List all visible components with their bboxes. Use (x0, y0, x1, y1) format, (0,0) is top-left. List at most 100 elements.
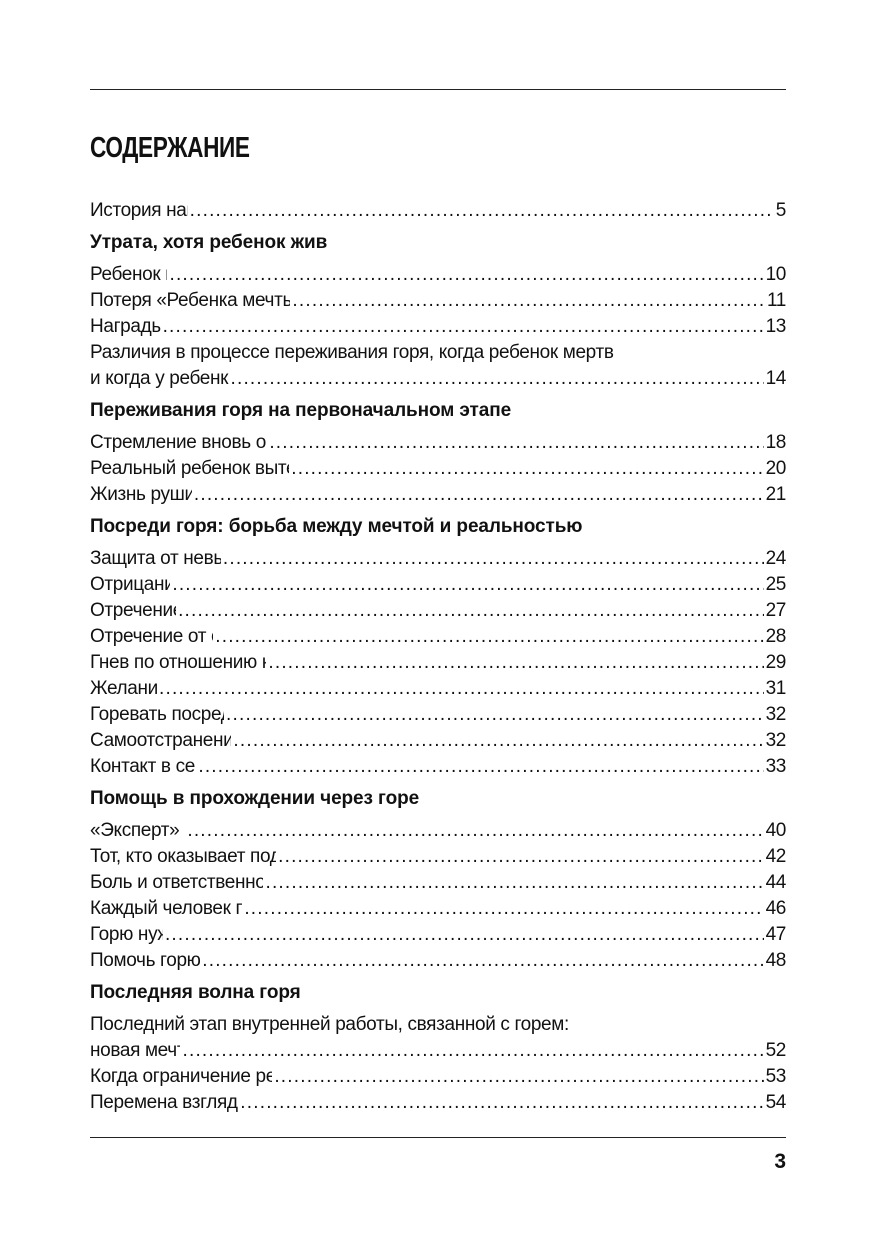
toc-entry-page: 27 (765, 600, 787, 621)
toc-entry-title: Горевать посредством кого-то другого (90, 704, 224, 725)
toc-entry-page: 14 (765, 368, 787, 389)
dot-leader (165, 922, 764, 948)
toc-entry: Ребенок как символ 10 (90, 262, 786, 288)
toc-entry-line: Различия в процессе переживания горя, ко… (90, 342, 614, 363)
toc-entry-page: 54 (765, 1092, 787, 1113)
toc-entry: Перемена взгляда на ребенка – принятие? 5… (90, 1090, 786, 1116)
toc-entry-page: 24 (765, 548, 787, 569)
toc-entry-title: Жизнь рушится: депрессия (90, 484, 192, 505)
toc-entry-title: Потеря «Ребенка мечты» – и рождение ребе… (90, 290, 291, 311)
toc-entry-page: 44 (765, 872, 787, 893)
toc-entry-title: Ребенок как символ (90, 264, 167, 285)
toc-entry-page: 10 (765, 264, 787, 285)
toc-entry: Горевать посредством кого-то другого 32 (90, 702, 786, 728)
toc-entry: История написания книги 5 (90, 198, 786, 224)
toc-entry-title: и когда у ребенка имеется ограничение (90, 368, 229, 389)
toc-entry-page: 25 (765, 574, 787, 595)
dot-leader (187, 818, 763, 844)
toc-entry: Отречение от собственных чувств 28 (90, 624, 786, 650)
toc-entry: Желание смерти 31 (90, 676, 786, 702)
dot-leader (190, 198, 774, 224)
dot-leader (215, 624, 763, 650)
dot-leader (226, 702, 764, 728)
toc-entry: Отрицание диагноза 25 (90, 572, 786, 598)
toc-entry: Награды не будет 13 (90, 314, 786, 340)
page-number: 3 (774, 1150, 786, 1173)
toc-entry: Потеря «Ребенка мечты» – и рождение ребе… (90, 288, 786, 314)
dot-leader (223, 546, 764, 572)
toc-entry-page: 48 (765, 950, 787, 971)
toc-entry-title: Тот, кто оказывает поддержку, имеет собс… (90, 846, 277, 867)
toc-entry-title: История написания книги (90, 200, 188, 221)
dot-leader (233, 728, 763, 754)
toc-entry-page: 18 (765, 432, 787, 453)
toc-entry-title: Реальный ребенок вытесняет «Ребенка мечт… (90, 458, 289, 479)
dot-leader (244, 896, 763, 922)
toc-entry: Контакт в семье нарушается 33 (90, 754, 786, 780)
toc-entry-title: Стремление вновь обрести «Ребенка мечты»… (90, 432, 267, 453)
toc-entry-title: Отречение от ребенка (90, 600, 177, 621)
toc-entry-page: 21 (765, 484, 787, 505)
toc-entry-title: новая мечта о будущем (90, 1040, 180, 1061)
toc-entry: Реальный ребенок вытесняет «Ребенка мечт… (90, 456, 786, 482)
toc-entry-page: 32 (765, 730, 787, 751)
table-of-contents: История написания книги 5 Утрата, хотя реб… (90, 198, 786, 1116)
toc-entry-title: Контакт в семье нарушается (90, 756, 196, 777)
dot-leader (172, 572, 763, 598)
toc-entry: Самоотстранение от окружающего мира 32 (90, 728, 786, 754)
toc-entry: Стремление вновь обрести «Ребенка мечты»… (90, 430, 786, 456)
toc-entry-page: 20 (765, 458, 787, 479)
dot-leader (240, 1090, 763, 1116)
toc-entry-title: Отречение от собственных чувств (90, 626, 213, 647)
toc-entry-title: Каждый человек переживает горе по-своему (90, 898, 243, 919)
toc-entry: и когда у ребенка имеется ограничение 14 (90, 366, 786, 392)
toc-entry-page: 33 (765, 756, 787, 777)
toc-entry-title: Перемена взгляда на ребенка – принятие? (90, 1092, 238, 1113)
toc-entry-page: 52 (765, 1040, 787, 1061)
toc-entry: Каждый человек переживает горе по-своему… (90, 896, 786, 922)
toc-entry-line: Последний этап внутренней работы, связан… (90, 1014, 569, 1035)
toc-entry-page: 5 (775, 200, 787, 221)
toc-section-heading: Утрата, хотя ребенок жив (90, 232, 328, 253)
dot-leader (182, 1038, 763, 1064)
bottom-rule (90, 1137, 786, 1138)
toc-section-heading: Последняя волна горя (90, 982, 301, 1003)
toc-section-heading: Переживания горя на первоначальном этапе (90, 400, 512, 421)
toc-entry: «Эксперт» или ближний? 40 (90, 818, 786, 844)
dot-leader (159, 676, 764, 702)
dot-leader (163, 314, 764, 340)
dot-leader (231, 366, 764, 392)
toc-entry-page: 42 (765, 846, 787, 867)
toc-entry: Гнев по отношению к ребенку направляется… (90, 650, 786, 676)
toc-entry-title: Когда ограничение ребенка обнаруживается… (90, 1066, 273, 1087)
dot-leader (202, 948, 763, 974)
toc-entry-page: 29 (765, 652, 787, 673)
top-rule (90, 89, 786, 90)
dot-leader (169, 262, 763, 288)
toc-entry: Отречение от ребенка 27 (90, 598, 786, 624)
dot-leader (274, 1064, 763, 1090)
toc-entry: Тот, кто оказывает поддержку, имеет собс… (90, 844, 786, 870)
toc-entry-page: 13 (765, 316, 787, 337)
toc-entry-title: Самоотстранение от окружающего мира (90, 730, 232, 751)
dot-leader (269, 430, 763, 456)
toc-entry-title: Желание смерти (90, 678, 157, 699)
toc-entry-title: Горю нужно время (90, 924, 163, 945)
toc-entry-page: 53 (765, 1066, 787, 1087)
toc-entry-title: «Эксперт» или ближний? (90, 820, 185, 841)
dot-leader (291, 456, 763, 482)
dot-leader (278, 844, 763, 870)
toc-entry-title: Награды не будет (90, 316, 161, 337)
toc-entry-page: 40 (765, 820, 787, 841)
toc-entry-page: 28 (765, 626, 787, 647)
toc-entry: Помочь горю «выйти наружу» 48 (90, 948, 786, 974)
toc-entry: Горю нужно время 47 (90, 922, 786, 948)
toc-entry-page: 47 (765, 924, 787, 945)
toc-entry: Когда ограничение ребенка обнаруживается… (90, 1064, 786, 1090)
dot-leader (292, 288, 765, 314)
toc-entry: Боль и ответственность остаются у самих … (90, 870, 786, 896)
toc-entry-title: Гнев по отношению к ребенку направляется… (90, 652, 267, 673)
dot-leader (194, 482, 764, 508)
page-title: СОДЕРЖАНИЕ (90, 132, 250, 164)
dot-leader (265, 870, 763, 896)
